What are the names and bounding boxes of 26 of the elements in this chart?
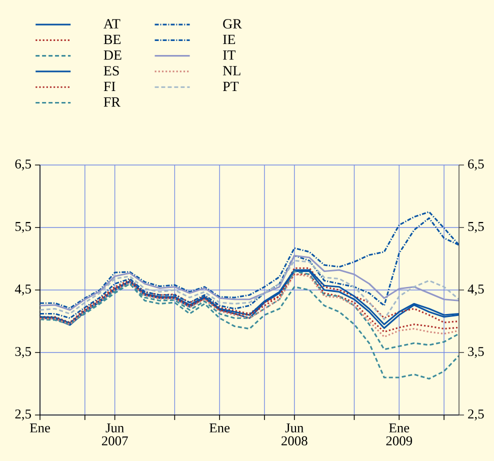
x-tick-label: Ene 2009: [386, 423, 412, 446]
y2-tick-label: 3,5: [468, 347, 484, 358]
legend-label: FR: [104, 97, 120, 107]
y-tick-label: 3,5: [15, 347, 31, 358]
y-tick-label: 5,5: [15, 222, 31, 233]
x-tick-label: Ene: [30, 423, 50, 432]
legend-label: IT: [223, 50, 236, 60]
legend-label: ES: [104, 66, 119, 76]
legend-label: NL: [222, 66, 240, 76]
y-tick-label: 2,5: [15, 410, 31, 420]
y2-tick-label: 6,5: [468, 160, 484, 170]
legend-label: FI: [104, 82, 116, 91]
legend-label: GR: [223, 19, 242, 29]
x-tick-label: Jun 2008: [282, 423, 308, 446]
legend-label: BE: [104, 34, 121, 44]
legend-label: DE: [104, 50, 122, 60]
y2-tick-label: 5,5: [468, 222, 484, 233]
legend-label: PT: [222, 82, 239, 91]
x-tick-label: Jun 2007: [102, 423, 128, 446]
x-tick-label: Ene: [210, 423, 230, 432]
legend-label: AT: [104, 19, 120, 28]
y2-tick-label: 2,5: [468, 410, 484, 420]
legend-label: IE: [223, 34, 236, 44]
y-tick-label: 6,5: [15, 160, 31, 170]
y-tick-label: 4,5: [14, 284, 31, 296]
y2-tick-label: 4,5: [468, 284, 484, 296]
